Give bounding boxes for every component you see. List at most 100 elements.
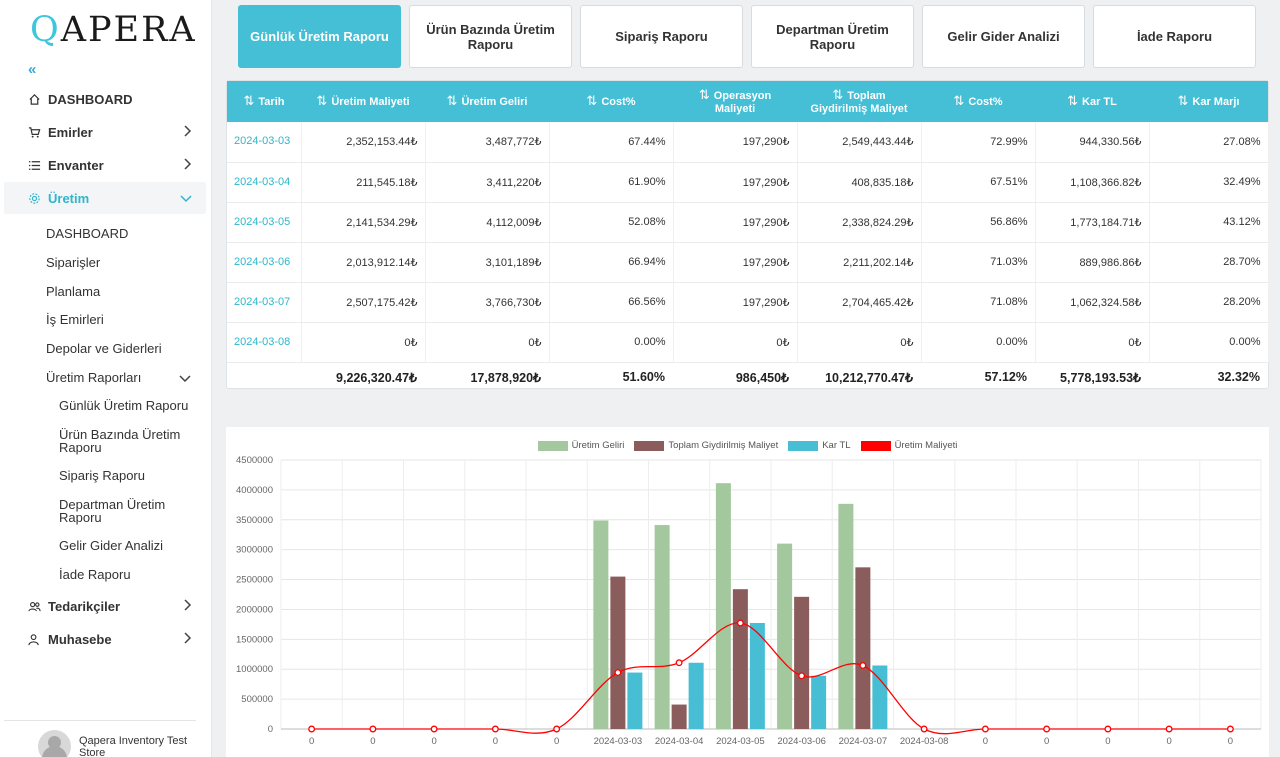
sidebar-report-gunluk[interactable]: Günlük Üretim Raporu <box>59 398 189 413</box>
sidebar-sub-is-emirleri[interactable]: İş Emirleri <box>46 312 104 327</box>
chart-bar <box>715 483 731 729</box>
avatar[interactable] <box>38 730 71 757</box>
y-tick-label: 3000000 <box>236 545 273 556</box>
table-cell: 2,549,443.44₺ <box>797 122 922 163</box>
sort-icon[interactable]: ⇅ <box>953 93 965 108</box>
chart-point <box>1226 725 1234 733</box>
sidebar-sub-dashboard[interactable]: DASHBOARD <box>46 226 129 241</box>
list-icon <box>26 159 42 172</box>
column-header-label: Cost% <box>968 96 1003 108</box>
collapse-sidebar-icon[interactable]: « <box>28 61 37 78</box>
legend-item[interactable]: Üretim Geliri <box>537 440 624 451</box>
sidebar-report-urun-bazinda[interactable]: Ürün Bazında Üretim Raporu <box>59 427 181 455</box>
sidebar-sub-siparisler[interactable]: Siparişler <box>46 255 101 270</box>
y-tick-label: 2500000 <box>236 575 273 586</box>
sidebar-item-dashboard[interactable]: DASHBOARD <box>4 84 206 114</box>
legend-label: Kar TL <box>822 440 851 451</box>
tab-departman-uretim-raporu[interactable]: Departman Üretim Raporu <box>751 5 914 68</box>
chart-bar <box>732 589 748 729</box>
column-header[interactable]: ⇅ Kar TL <box>1035 81 1149 122</box>
column-header[interactable]: ⇅ Cost% <box>549 81 673 122</box>
date-link[interactable]: 2024-03-05 <box>227 202 302 243</box>
table-cell: 2,338,824.29₺ <box>797 202 922 243</box>
table-cell: 61.90% <box>549 162 674 203</box>
table-cell: 28.20% <box>1149 282 1269 323</box>
sidebar-sub-planlama[interactable]: Planlama <box>46 284 101 299</box>
table-cell: 211,545.18₺ <box>301 162 426 203</box>
chart-point <box>1104 725 1112 733</box>
column-header[interactable]: ⇅ Kar Marjı <box>1149 81 1268 122</box>
sidebar-report-siparis[interactable]: Sipariş Raporu <box>59 468 145 483</box>
sort-icon[interactable]: ⇅ <box>316 93 328 108</box>
gear-icon <box>26 192 42 205</box>
sidebar-item-tedarikciler[interactable]: Tedarikçiler <box>4 591 206 621</box>
column-header-label: Cost% <box>601 96 636 108</box>
chart-point <box>430 725 438 733</box>
report-table: ⇅ Tarih ⇅ Üretim Maliyeti ⇅ Üretim Geliri ⇅ Cos… <box>227 81 1269 392</box>
legend-swatch <box>537 440 568 451</box>
sort-icon[interactable]: ⇅ <box>698 86 710 102</box>
tab-siparis-raporu[interactable]: Sipariş Raporu <box>580 5 743 68</box>
table-cell: 944,330.56₺ <box>1035 122 1150 163</box>
tab-urun-bazinda-uretim-raporu[interactable]: Ürün Bazında Üretim Raporu <box>409 5 572 68</box>
chart-point <box>553 725 561 733</box>
date-link[interactable]: 2024-03-04 <box>227 162 302 203</box>
sidebar-report-departman[interactable]: Departman Üretim Raporu <box>59 497 166 525</box>
legend-item[interactable]: Kar TL <box>788 440 851 451</box>
chart-bar <box>872 665 888 729</box>
cart-icon <box>26 126 42 139</box>
column-header[interactable]: ⇅ Tarih <box>227 81 301 122</box>
x-tick-label: 0 <box>1044 736 1049 747</box>
tab-gunluk-uretim-raporu[interactable]: Günlük Üretim Raporu <box>238 5 401 68</box>
sort-icon[interactable]: ⇅ <box>243 93 255 108</box>
column-header[interactable]: ⇅ Üretim Geliri <box>425 81 549 122</box>
chart-bar <box>610 576 626 729</box>
sort-icon[interactable]: ⇅ <box>1177 93 1189 108</box>
sidebar-sub-uretim-raporlari[interactable]: Üretim Raporları <box>46 370 142 385</box>
brand-logo[interactable]: QAPERA <box>30 10 197 50</box>
sidebar-report-iade[interactable]: İade Raporu <box>59 567 131 582</box>
column-header[interactable]: ⇅ Toplam Giydirilmiş Maliyet <box>797 81 921 122</box>
chart-bar <box>855 567 871 729</box>
user-icon <box>26 633 42 646</box>
table-cell: 66.56% <box>549 282 674 323</box>
total-cell: 32.32% <box>1217 370 1260 385</box>
table-cell: 2,352,153.44₺ <box>301 122 426 163</box>
table-row: 2024-03-05 2,141,534.29₺ 4,112,009₺ 52.08% 1… <box>227 202 1269 243</box>
sidebar-item-envanter[interactable]: Envanter <box>4 150 206 180</box>
chart-point <box>981 725 989 733</box>
y-tick-label: 2000000 <box>236 604 273 615</box>
column-header-label: Tarih <box>258 96 285 108</box>
total-cell: 10,212,770.47₺ <box>825 370 913 385</box>
table-cell: 889,986.86₺ <box>1035 242 1150 283</box>
column-header[interactable]: ⇅ Operasyon Maliyeti <box>673 81 797 122</box>
column-header[interactable]: ⇅ Üretim Maliyeti <box>301 81 425 122</box>
sort-icon[interactable]: ⇅ <box>446 93 458 108</box>
production-chart: Üretim Geliri Toplam Giydirilmiş Maliyet K… <box>226 427 1269 757</box>
sidebar-report-gelir-gider[interactable]: Gelir Gider Analizi <box>59 538 164 553</box>
sidebar-item-emirler[interactable]: Emirler <box>4 117 206 147</box>
tab-iade-raporu[interactable]: İade Raporu <box>1093 5 1256 68</box>
total-cell: 9,226,320.47₺ <box>336 370 417 385</box>
column-header[interactable]: ⇅ Cost% <box>921 81 1035 122</box>
date-link[interactable]: 2024-03-03 <box>227 122 302 163</box>
date-link[interactable]: 2024-03-07 <box>227 282 302 323</box>
sort-icon[interactable]: ⇅ <box>1067 93 1079 108</box>
legend-item[interactable]: Toplam Giydirilmiş Maliyet <box>634 440 778 451</box>
table-cell: 4,112,009₺ <box>425 202 550 243</box>
tab-gelir-gider-analizi[interactable]: Gelir Gider Analizi <box>922 5 1085 68</box>
chart-bar <box>794 596 810 729</box>
chart-point <box>1043 725 1051 733</box>
date-link[interactable]: 2024-03-06 <box>227 242 302 283</box>
sidebar-item-uretim[interactable]: Üretim <box>4 182 206 214</box>
chart-point <box>614 669 622 676</box>
sidebar-item-muhasebe[interactable]: Muhasebe <box>4 624 206 654</box>
sidebar-sub-depolar[interactable]: Depolar ve Giderleri <box>46 341 162 356</box>
sort-icon[interactable]: ⇅ <box>832 86 844 102</box>
date-link[interactable]: 2024-03-08 <box>227 322 302 363</box>
table-cell: 0.00% <box>921 322 1036 363</box>
table-header-row: ⇅ Tarih ⇅ Üretim Maliyeti ⇅ Üretim Geliri ⇅ Cos… <box>227 81 1268 122</box>
sort-icon[interactable]: ⇅ <box>586 93 598 108</box>
total-cell: 51.60% <box>622 370 665 385</box>
legend-item[interactable]: Üretim Maliyeti <box>860 440 957 451</box>
